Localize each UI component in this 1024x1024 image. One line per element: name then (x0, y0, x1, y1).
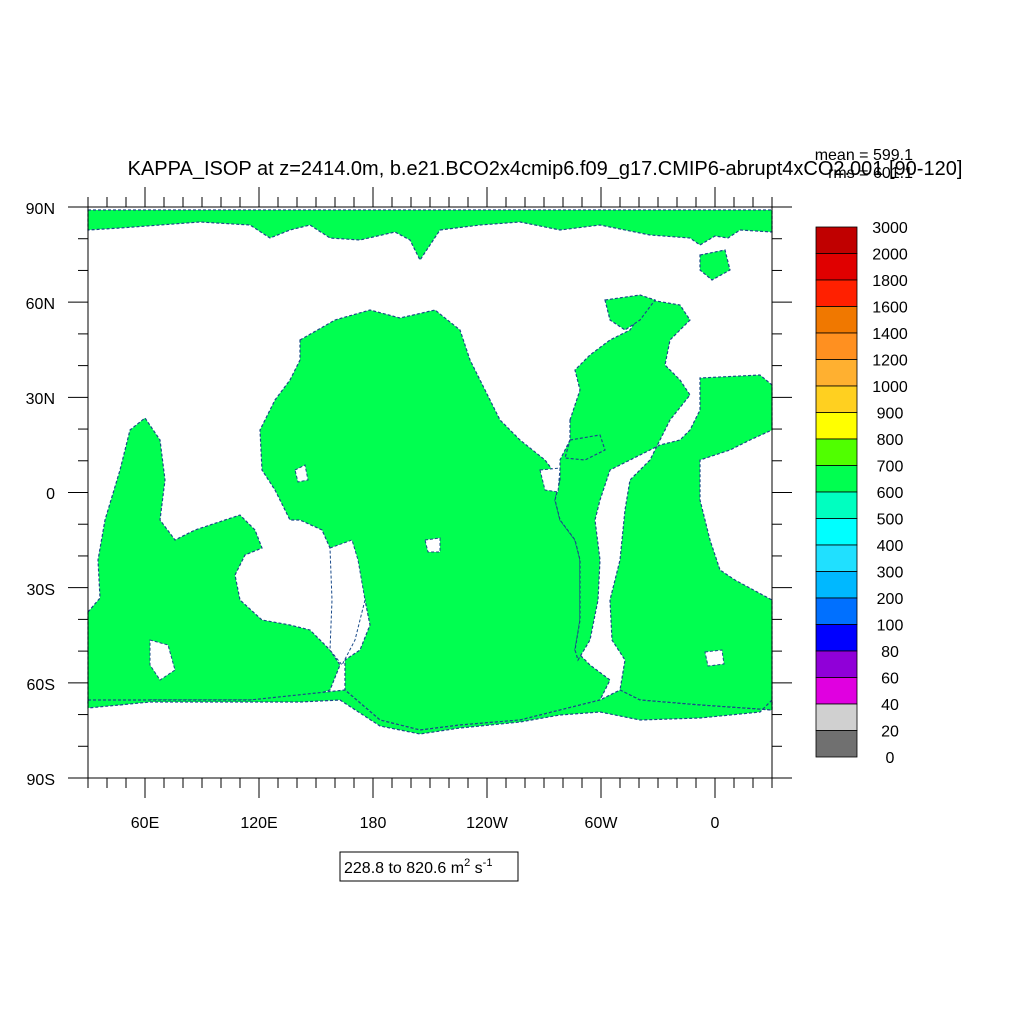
colorbar-swatch (815, 279, 858, 307)
rms-label: rms = 601.1 (828, 165, 913, 182)
map-ticks (68, 187, 792, 798)
colorbar-swatch (815, 677, 858, 705)
island-new-zealand (329, 539, 366, 666)
colorbar-label: 1800 (872, 273, 908, 290)
colorbar-label: 900 (877, 406, 904, 423)
colorbar-label: 1600 (872, 300, 908, 317)
colorbar-swatch (815, 650, 858, 678)
colorbar-label: 200 (877, 591, 904, 608)
lat-tick-90s: 90S (27, 772, 55, 789)
lat-tick-labels: 90N 60N 30N 0 30S 60S 90S (26, 201, 55, 789)
colorbar-label: 100 (877, 618, 904, 635)
southern-ocean (87, 689, 773, 735)
lon-tick-180: 180 (360, 815, 387, 832)
range-label-box: 228.8 to 820.6 m2 s-1 (339, 851, 519, 882)
colorbar-label: 80 (881, 644, 899, 661)
lon-tick-120e: 120E (240, 815, 277, 832)
colorbar-label: 1200 (872, 353, 908, 370)
colorbar-label: 60 (881, 671, 899, 688)
colorbar-label: 400 (877, 538, 904, 555)
atlantic-ocean (554, 299, 773, 711)
colorbar-swatch (815, 253, 858, 281)
range-label: 228.8 to 820.6 m2 s-1 (344, 857, 492, 877)
range-label-frame (339, 851, 519, 882)
lon-tick-0: 0 (711, 815, 720, 832)
labrador-sea (564, 434, 606, 461)
island-madagascar (149, 639, 176, 681)
colorbar-label: 2000 (872, 247, 908, 264)
colorbar-swatch (815, 703, 858, 731)
lon-tick-60e: 60E (131, 815, 159, 832)
colorbar-swatch (815, 412, 858, 440)
chart-title: KAPPA_ISOP at z=2414.0m, b.e21.BCO2x4cmi… (128, 158, 963, 180)
arctic-island-sea (699, 249, 731, 281)
colorbar (815, 226, 858, 758)
colorbar-swatch (815, 385, 858, 413)
colorbar-label: 20 (881, 724, 899, 741)
colorbar-swatch (815, 491, 858, 519)
colorbar-label: 300 (877, 565, 904, 582)
colorbar-swatch (815, 518, 858, 546)
island-atlantic (704, 649, 725, 667)
colorbar-swatch (815, 624, 858, 652)
colorbar-label: 0 (886, 750, 895, 767)
colorbar-label: 800 (877, 432, 904, 449)
indian-ocean (87, 417, 341, 706)
colorbar-label: 700 (877, 459, 904, 476)
colorbar-label: 1400 (872, 326, 908, 343)
colorbar-swatch (815, 571, 858, 599)
colorbar-swatch (815, 438, 858, 466)
range-label-sup2: -1 (483, 857, 493, 869)
lon-tick-60w: 60W (585, 815, 619, 832)
north-atlantic-basin (604, 294, 656, 331)
mean-label: mean = 599.1 (815, 147, 913, 164)
colorbar-swatch (815, 332, 858, 360)
colorbar-label: 500 (877, 512, 904, 529)
island-pacific-2 (294, 464, 309, 483)
ocean-field (87, 209, 773, 735)
range-label-sup1: 2 (464, 857, 470, 869)
colorbar-label: 600 (877, 485, 904, 502)
lon-tick-120w: 120W (466, 815, 509, 832)
arctic-ocean (87, 209, 773, 262)
lat-tick-60s: 60S (27, 677, 55, 694)
colorbar-swatch (815, 306, 858, 334)
range-label-mid: s (470, 860, 482, 877)
lat-tick-30s: 30S (27, 582, 55, 599)
map-plot (68, 187, 792, 798)
island-pacific-1 (424, 537, 441, 553)
range-label-text: 228.8 to 820.6 m (344, 860, 464, 877)
lat-tick-90n: 90N (26, 201, 55, 218)
colorbar-swatch (815, 359, 858, 387)
colorbar-labels: 3000200018001600140012001000900800700600… (872, 220, 908, 767)
colorbar-label: 40 (881, 697, 899, 714)
colorbar-label: 3000 (872, 220, 908, 237)
colorbar-swatch (815, 597, 858, 625)
island-caribbean (539, 467, 561, 493)
lat-tick-0: 0 (46, 486, 55, 503)
lat-tick-60n: 60N (26, 296, 55, 313)
colorbar-swatch (815, 226, 858, 254)
lat-tick-30n: 30N (26, 391, 55, 408)
colorbar-swatch (815, 465, 858, 493)
islands (149, 464, 725, 681)
colorbar-swatch (815, 730, 858, 758)
colorbar-swatch (815, 544, 858, 572)
lon-tick-labels: 60E 120E 180 120W 60W 0 (131, 815, 720, 832)
colorbar-label: 1000 (872, 379, 908, 396)
